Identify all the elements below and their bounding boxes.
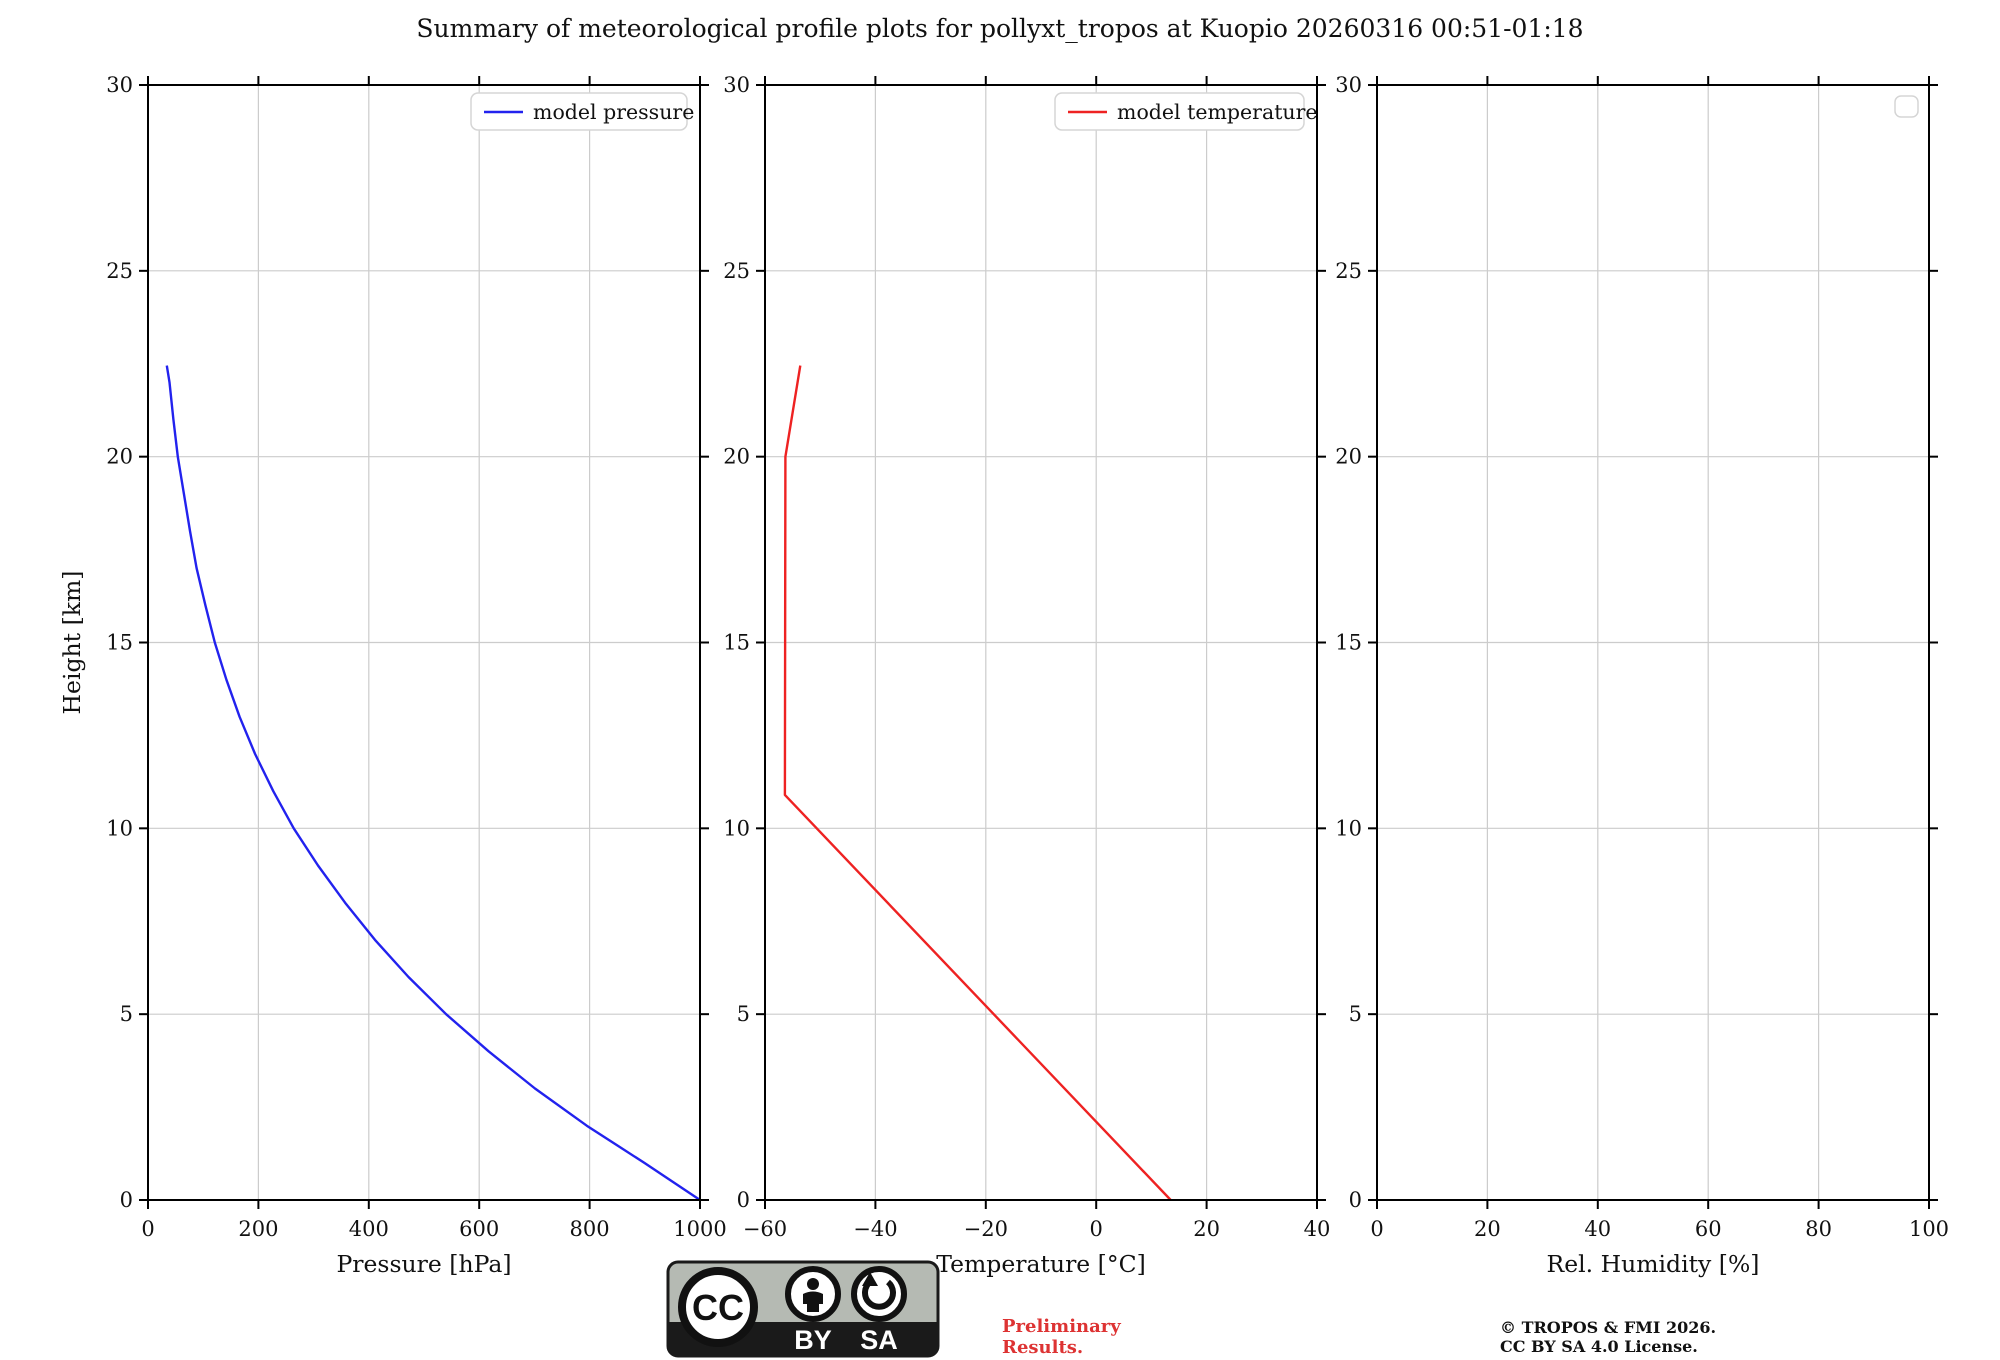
y-tick-label: 0 <box>1349 1188 1362 1212</box>
figure-title: Summary of meteorological profile plots … <box>416 14 1584 43</box>
x-tick-label: −60 <box>743 1217 787 1241</box>
copyright-note: © TROPOS & FMI 2026. CC BY SA 4.0 Licens… <box>1500 1318 1716 1356</box>
copyright-line2: CC BY SA 4.0 License. <box>1500 1337 1698 1356</box>
chart-panel-1: −60 −40 −20 0 20 40 0 5 10 15 20 25 30 Temperature [°… <box>723 73 1330 1278</box>
by-label: BY <box>794 1325 832 1355</box>
preliminary-results-note: Preliminary Results. <box>1002 1316 1121 1358</box>
y-tick-label: 20 <box>723 445 750 469</box>
x-tick-label: 400 <box>349 1217 389 1241</box>
x-tick-label: 80 <box>1805 1217 1832 1241</box>
x-tick-label: 800 <box>570 1217 610 1241</box>
x-tick-label: 200 <box>238 1217 278 1241</box>
cc-logo-text: CC <box>692 1287 744 1328</box>
y-tick-label: 5 <box>120 1002 133 1026</box>
x-tick-label: 0 <box>141 1217 154 1241</box>
sa-arrow-head <box>862 1272 878 1286</box>
y-tick-label: 25 <box>1335 259 1362 283</box>
chart-panel-2: 0 20 40 60 80 100 0 5 10 15 20 25 30 Rel. Humidity [%… <box>1335 73 1949 1278</box>
y-tick-label: 5 <box>1349 1002 1362 1026</box>
x-tick-label: −40 <box>853 1217 897 1241</box>
cc-by-sa-badge: CC BY SA <box>666 1260 940 1358</box>
x-tick-label: 60 <box>1695 1217 1722 1241</box>
legend-label: model pressure <box>533 100 694 124</box>
x-axis-label: Pressure [hPa] <box>336 1250 511 1278</box>
by-person-head <box>807 1278 819 1290</box>
copyright-line1: © TROPOS & FMI 2026. <box>1500 1318 1717 1337</box>
by-person-body <box>803 1291 823 1312</box>
legend-box <box>470 92 688 131</box>
y-tick-label: 5 <box>737 1002 750 1026</box>
sa-label: SA <box>860 1325 898 1355</box>
chart-panel-0: 0 200 400 600 800 1000 0 5 10 15 20 25 30 Pressure [h… <box>58 73 727 1278</box>
y-axis-label: Height [km] <box>58 571 86 715</box>
x-tick-label: 0 <box>1090 1217 1103 1241</box>
y-tick-label: 15 <box>723 631 750 655</box>
y-tick-label: 10 <box>106 816 133 840</box>
x-tick-label: 0 <box>1370 1217 1383 1241</box>
legend-label: model temperature <box>1117 100 1318 124</box>
x-tick-label: −20 <box>964 1217 1008 1241</box>
y-tick-label: 30 <box>723 73 750 97</box>
x-tick-label: 20 <box>1193 1217 1220 1241</box>
x-tick-label: 600 <box>459 1217 499 1241</box>
cc-logo-icon <box>678 1267 758 1347</box>
y-tick-label: 30 <box>1335 73 1362 97</box>
x-axis-label: Temperature [°C] <box>936 1250 1146 1278</box>
preliminary-line2: Results. <box>1002 1337 1084 1358</box>
y-tick-label: 10 <box>1335 816 1362 840</box>
y-tick-label: 15 <box>106 631 133 655</box>
y-tick-label: 20 <box>106 445 133 469</box>
preliminary-line1: Preliminary <box>1002 1316 1121 1337</box>
y-tick-label: 10 <box>723 816 750 840</box>
y-tick-label: 25 <box>723 259 750 283</box>
x-tick-label: 1000 <box>673 1217 726 1241</box>
series-model-pressure <box>165 365 701 1201</box>
series-model-temperature <box>783 365 1172 1201</box>
x-tick-label: 40 <box>1304 1217 1331 1241</box>
legend-box <box>1054 92 1305 131</box>
legend-empty-box <box>1894 95 1919 118</box>
y-tick-label: 20 <box>1335 445 1362 469</box>
y-tick-label: 25 <box>106 259 133 283</box>
y-tick-label: 15 <box>1335 631 1362 655</box>
x-tick-label: 20 <box>1474 1217 1501 1241</box>
y-tick-label: 30 <box>106 73 133 97</box>
x-tick-label: 40 <box>1584 1217 1611 1241</box>
sa-arrow-arc <box>862 1279 896 1310</box>
sa-arrow-icon <box>851 1266 907 1322</box>
x-tick-label: 100 <box>1909 1217 1949 1241</box>
x-axis-label: Rel. Humidity [%] <box>1547 1250 1760 1278</box>
y-tick-label: 0 <box>737 1188 750 1212</box>
y-tick-label: 0 <box>120 1188 133 1212</box>
